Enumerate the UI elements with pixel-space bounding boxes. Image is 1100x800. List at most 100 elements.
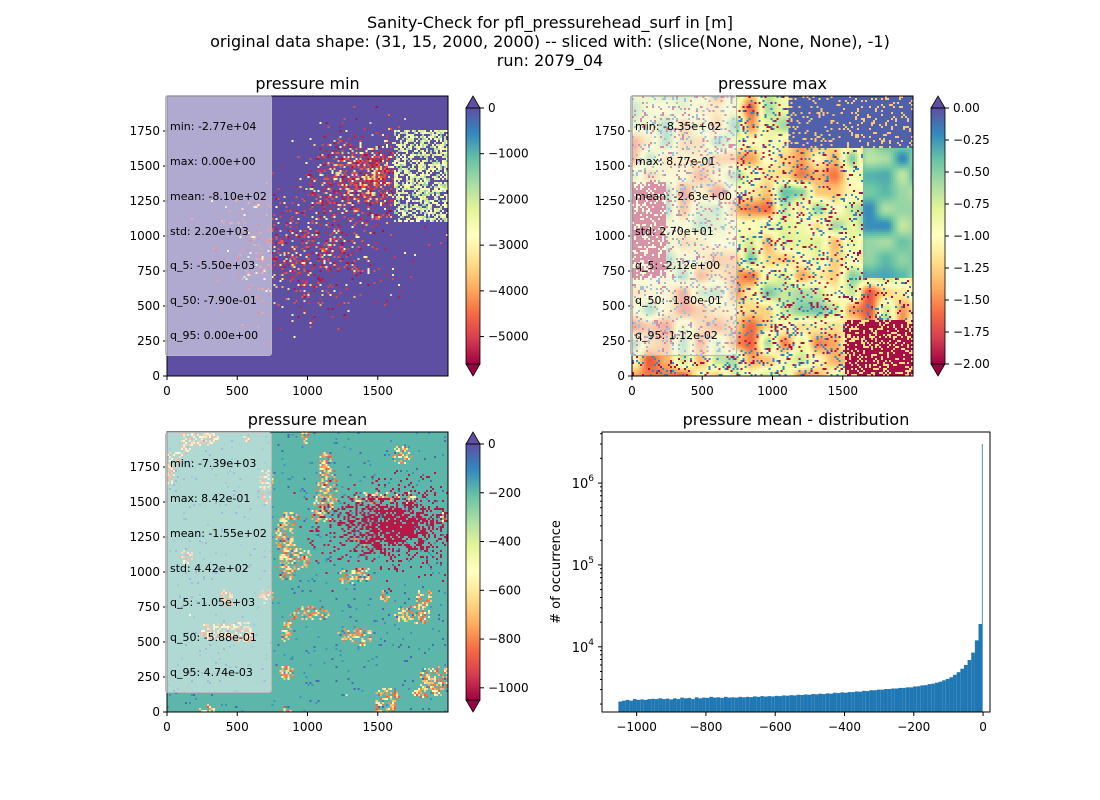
x-tick-label-1: 1000 (757, 384, 788, 398)
histogram-bar (938, 681, 943, 712)
x-tick-label-2: 1000 (292, 720, 323, 734)
histogram-bar (829, 693, 834, 712)
histogram-bar (869, 690, 874, 712)
histogram-bar (793, 695, 797, 712)
histogram-bar (622, 700, 626, 712)
colorbar-tick-label-2: −1000 (488, 681, 529, 695)
y-tick-label-2: 1750 (129, 460, 160, 474)
colorbar-tick-label-0: −3000 (488, 238, 529, 252)
stat-line: q_95: 1.12e-02 (635, 328, 718, 342)
colorbar-tick-label-0: 0 (488, 101, 496, 115)
histogram-bar (716, 697, 721, 712)
stat-line: q_50: -7.90e-01 (170, 294, 257, 308)
y-tick-label-2: 500 (137, 635, 160, 649)
histogram-bar (618, 701, 623, 712)
histogram-bar (894, 688, 899, 712)
stat-line: q_5: -1.05e+03 (170, 596, 256, 610)
histogram-bar (723, 696, 728, 712)
histogram-bar (796, 694, 801, 712)
y-tick-label-3: 106 (572, 474, 595, 492)
colorbar-tick-label-1: −0.25 (953, 133, 990, 147)
colorbar-tick-label-1: −0.50 (953, 165, 990, 179)
stat-line: min: -8.35e+02 (635, 120, 722, 134)
histogram-bar (702, 697, 706, 712)
histogram-bar (672, 698, 677, 712)
y-tick-label-2: 1500 (129, 495, 160, 509)
panel-title-2: pressure mean (248, 410, 368, 429)
y-tick-exponent: 4 (588, 638, 594, 648)
x-tick-label-3: −400 (828, 720, 861, 734)
y-tick-label-0: 1500 (129, 159, 160, 173)
y-tick-label-2: 0 (152, 705, 160, 719)
histogram-bar (629, 700, 633, 712)
histogram-bar (974, 640, 979, 712)
histogram-bar (734, 697, 739, 712)
stat-line: min: -2.77e+04 (170, 120, 257, 134)
histogram-bar (851, 692, 855, 712)
y-tick-label-3: 104 (572, 638, 595, 656)
y-tick-label-2: 1250 (129, 530, 160, 544)
histogram-bar (662, 699, 666, 712)
y-tick-exponent: 6 (588, 474, 594, 484)
histogram-bar (705, 697, 710, 712)
histogram-bar (836, 693, 841, 712)
histogram-bar (934, 682, 939, 712)
y-tick-label-2: 250 (137, 670, 160, 684)
histogram-bar (960, 668, 964, 712)
histogram-bar (654, 699, 659, 712)
y-axis-label-3: # of occurrence (549, 520, 564, 624)
histogram-bar (843, 692, 848, 712)
histogram-bar (967, 660, 972, 712)
histogram-bar (865, 691, 870, 712)
stat-line: q_50: -5.88e-01 (170, 631, 257, 645)
histogram-bar (698, 698, 703, 712)
y-tick-label-2: 1000 (129, 565, 160, 579)
histogram-bar (632, 699, 637, 712)
histogram-bar (862, 690, 866, 712)
y-tick-label-2: 750 (137, 600, 160, 614)
histogram-bar (978, 623, 983, 712)
axes-frame-3 (601, 431, 991, 713)
colorbar-extend-bottom-0 (465, 363, 481, 377)
colorbar-tick-label-1: −0.75 (953, 197, 990, 211)
colorbar-tick-label-1: −1.00 (953, 229, 990, 243)
histogram-bar (913, 686, 917, 712)
histogram-bar (825, 693, 830, 712)
stat-line: max: 8.42e-01 (170, 491, 251, 505)
histogram-bar (847, 692, 852, 712)
y-tick-label-0: 1750 (129, 124, 160, 138)
colorbar-tick-label-1: −1.50 (953, 293, 990, 307)
x-tick-label-3: −1000 (616, 720, 657, 734)
histogram-bar (981, 443, 983, 712)
y-tick-label-1: 750 (602, 264, 625, 278)
histogram-bar (749, 697, 753, 712)
histogram-bar (712, 697, 717, 712)
y-tick-label-0: 1000 (129, 229, 160, 243)
colorbar-frame-2 (465, 443, 481, 701)
x-tick-label-3: −200 (897, 720, 930, 734)
histogram-bar (760, 696, 764, 712)
histogram-bar (909, 687, 914, 712)
histogram-bar (931, 683, 935, 712)
x-tick-label-1: 1500 (827, 384, 858, 398)
histogram-bar (945, 678, 950, 712)
histogram-bar (709, 696, 713, 712)
y-tick-label-0: 750 (137, 264, 160, 278)
histogram-bar (640, 699, 644, 712)
histogram-bar (643, 699, 648, 712)
x-tick-label-0: 1000 (292, 384, 323, 398)
histogram-bar (676, 699, 681, 712)
colorbar-1 (931, 108, 945, 364)
histogram-bar (647, 699, 652, 712)
colorbar-tick-label-0: −4000 (488, 284, 529, 298)
histogram-bar (898, 687, 903, 712)
histogram-bar (658, 698, 663, 712)
histogram-bar (876, 689, 881, 712)
histogram-bar (691, 699, 695, 712)
stat-line: q_95: 0.00e+00 (170, 328, 259, 342)
histogram-bar (942, 680, 946, 712)
colorbar-frame-0 (465, 107, 481, 365)
histogram-bar (738, 696, 743, 712)
y-tick-label-3: 105 (572, 556, 594, 574)
histogram-bar (625, 699, 630, 712)
